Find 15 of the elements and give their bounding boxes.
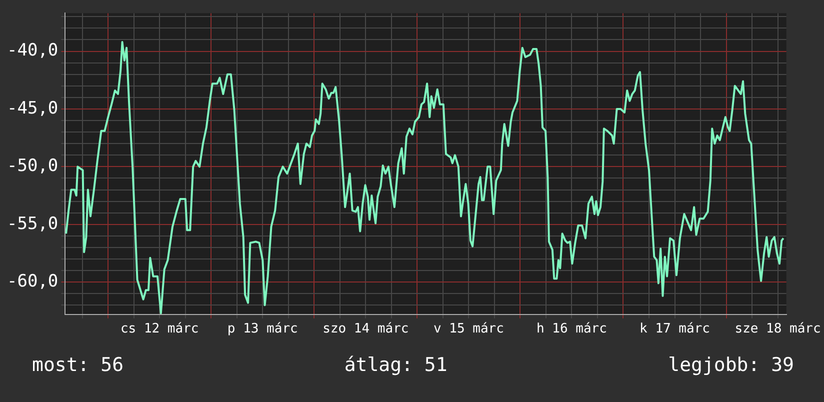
text: legjobb: 39 xyxy=(668,354,794,376)
y-tick-label: -50,0 xyxy=(6,156,58,176)
text: átlag: 51 xyxy=(344,354,448,376)
text: most: 56 xyxy=(32,354,124,376)
x-tick-label: k 17 márc xyxy=(640,322,710,337)
y-tick-label: -40,0 xyxy=(6,40,58,61)
x-tick-label: v 15 márc xyxy=(433,322,504,337)
x-tick-label: cs 12 márc xyxy=(120,322,199,337)
y-tick-label: -60,0 xyxy=(6,272,58,292)
x-tick-label: szo 14 márc xyxy=(322,322,409,337)
y-tick-label: -45,0 xyxy=(6,98,58,118)
y-tick-label: -55,0 xyxy=(6,214,58,234)
x-tick-label: p 13 márc xyxy=(227,322,298,337)
x-tick-label: h 16 márc xyxy=(536,322,607,337)
x-tick-label: sze 18 márc xyxy=(734,322,821,337)
